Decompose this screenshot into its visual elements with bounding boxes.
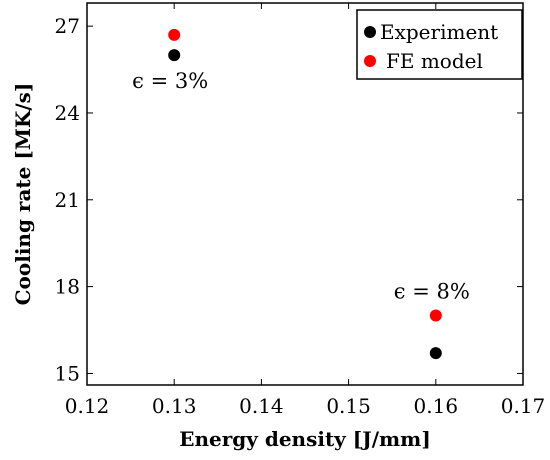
legend-marker-fe-model [364, 55, 376, 67]
point-experiment [168, 49, 181, 62]
point-fe-model [429, 309, 442, 322]
axis-ticks: 0.12 0.13 0.14 0.15 0.16 0.17 15 18 21 24 27 [55, 3, 546, 418]
x-tick-label: 0.14 [239, 394, 284, 418]
plot-frame [86, 2, 524, 386]
x-axis-label: Energy density [J/mm] [179, 427, 431, 451]
y-axis-label: Cooling rate [MK/s] [11, 83, 35, 306]
legend-box [356, 9, 523, 80]
y-tick-label: 18 [55, 275, 80, 299]
x-tick-label: 0.15 [326, 394, 371, 418]
data-points [168, 28, 442, 360]
legend-label-experiment: Experiment [380, 20, 498, 44]
x-tick-label: 0.16 [414, 394, 459, 418]
point-experiment [429, 347, 442, 360]
y-tick-label: 21 [55, 188, 80, 212]
x-tick-label: 0.12 [65, 394, 110, 418]
y-tick-label: 15 [55, 361, 80, 385]
annotations: ϵ = 3% ϵ = 8% [132, 69, 470, 303]
x-tick-label: 0.13 [152, 394, 197, 418]
strain-annotation: ϵ = 3% [132, 69, 208, 93]
y-tick-label: 24 [55, 101, 80, 125]
x-tick-label: 0.17 [501, 394, 546, 418]
point-fe-model [168, 28, 181, 41]
legend-marker-experiment [364, 26, 376, 38]
strain-annotation: ϵ = 8% [394, 280, 470, 304]
y-tick-label: 27 [55, 14, 80, 38]
legend: Experiment FE model [356, 9, 523, 80]
legend-label-fe-model: FE model [386, 49, 483, 73]
